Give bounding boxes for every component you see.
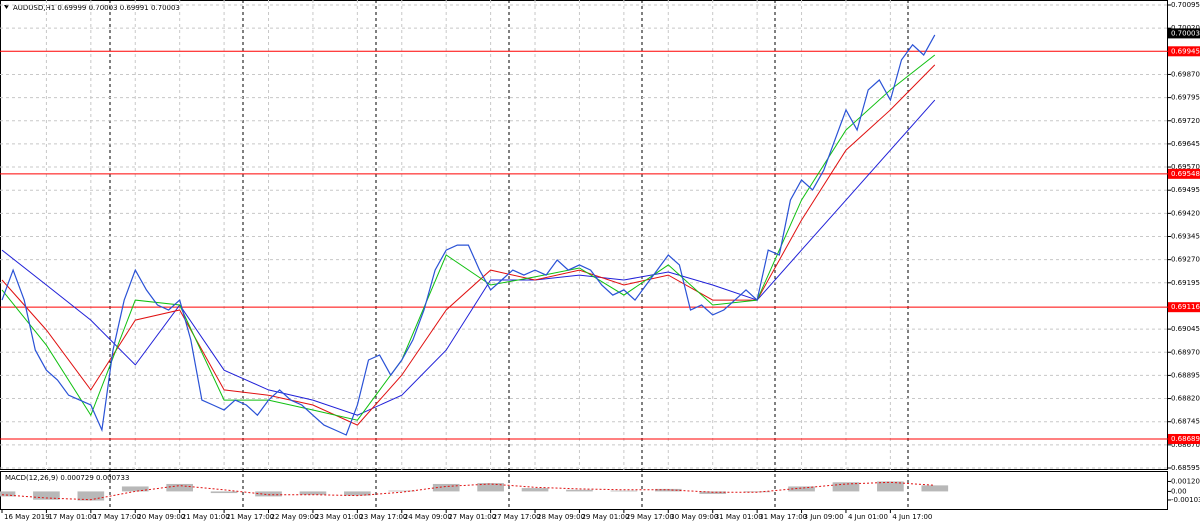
macd-bar [477, 483, 504, 492]
x-tick-label: 3 Jun 09:00 [804, 513, 844, 521]
y-tick-label: 0.69870 [1171, 70, 1200, 78]
level-label-box [1168, 433, 1200, 444]
x-tick-label: 23 May 01:00 [315, 513, 363, 521]
y-tick-label: 0.68670 [1171, 441, 1200, 449]
y-tick-label: 0.69495 [1171, 186, 1200, 194]
level-label: 0.68689 [1171, 435, 1200, 443]
macd-bar [255, 491, 282, 497]
level-label: 0.69945 [1171, 47, 1200, 55]
x-tick-label: 16 May 2019 [4, 513, 50, 521]
y-tick-label: 0.68820 [1171, 395, 1200, 403]
main-window-frame [0, 0, 1168, 470]
x-tick-label: 23 May 17:00 [359, 513, 407, 521]
y-tick-label: 0.69570 [1171, 163, 1200, 171]
moving-average [1, 54, 936, 421]
macd-bar [0, 491, 16, 497]
x-tick-label: 21 May 17:00 [226, 513, 274, 521]
macd-bar [921, 485, 949, 492]
x-tick-label: 21 May 01:00 [182, 513, 230, 521]
macd-bar [166, 483, 194, 492]
menu-arrow[interactable] [4, 5, 9, 9]
level-label-box [1168, 168, 1200, 179]
macd-bar [566, 489, 593, 492]
macd-bar [210, 491, 238, 494]
macd-bar [877, 481, 904, 492]
macd-bar [299, 491, 327, 495]
y-tick-label: 0.69345 [1171, 233, 1200, 241]
x-tick-label: 31 May 17:00 [759, 513, 807, 521]
x-tick-label: 29 May 17:00 [626, 513, 674, 521]
y-tick-label: 0.69720 [1171, 117, 1200, 125]
macd-bar [832, 482, 860, 492]
x-tick-label: 31 May 01:00 [715, 513, 763, 521]
x-tick-label: 17 May 01:00 [48, 513, 96, 521]
x-tick-label: 27 May 01:00 [448, 513, 496, 521]
y-tick-label: 0.70095 [1171, 1, 1200, 9]
macd-bar [344, 491, 371, 496]
level-label-box [1168, 302, 1200, 313]
y-tick-label: 0.69795 [1171, 94, 1200, 102]
y-tick-label: 0.69045 [1171, 325, 1200, 333]
macd-bar [388, 490, 416, 492]
macd-bar [432, 483, 460, 492]
x-tick-label: 27 May 17:00 [493, 513, 541, 521]
x-tick-label: 29 May 01:00 [581, 513, 629, 521]
y-tick-label: 0.68895 [1171, 371, 1200, 379]
y-tick-label: 0.68595 [1171, 464, 1200, 472]
last-price-label: 0.70003 [1171, 29, 1200, 37]
x-tick-label: 24 May 09:00 [404, 513, 452, 521]
level-label: 0.69548 [1171, 170, 1200, 178]
y-tick-label: 0.69195 [1171, 279, 1200, 287]
moving-average [1, 99, 936, 416]
x-tick-label: 30 May 09:00 [670, 513, 718, 521]
x-tick-label: 4 Jun 01:00 [848, 513, 888, 521]
y-tick-label: 0.69645 [1171, 140, 1200, 148]
period-separators [109, 0, 909, 510]
y-tick-label: 0.69270 [1171, 256, 1200, 264]
macd-window-frame [0, 471, 1168, 510]
last-price-box [1168, 28, 1200, 39]
macd-bar [33, 491, 60, 500]
chart-title: AUDUSD,H1 0.69999 0.70003 0.69991 0.7000… [13, 4, 180, 12]
macd-y-tick-label: 0.00 [1171, 487, 1187, 495]
macd-y-tick-label: 0.001202 [1171, 477, 1200, 485]
macd-y-tick-label: -0.001032 [1171, 496, 1200, 504]
price-line [1, 34, 936, 436]
macd-bar [77, 491, 105, 501]
x-tick-label: 4 Jun 17:00 [892, 513, 932, 521]
macd-signal [1, 481, 935, 501]
x-tick-label: 28 May 09:00 [537, 513, 585, 521]
macd-bar [610, 490, 638, 492]
macd-bar [788, 486, 815, 492]
x-tick-label: 17 May 17:00 [93, 513, 141, 521]
macd-bar [121, 486, 149, 492]
macd-title: MACD(12,26,9) 0.000729 0.000733 [5, 474, 129, 482]
moving-average [1, 64, 936, 426]
x-tick-label: 20 May 09:00 [137, 513, 185, 521]
y-tick-label: 0.68970 [1171, 348, 1200, 356]
level-label-box [1168, 46, 1200, 57]
y-tick-label: 0.69420 [1171, 209, 1200, 217]
x-tick-label: 22 May 09:00 [271, 513, 319, 521]
y-tick-label: 0.70020 [1171, 24, 1200, 32]
level-label: 0.69116 [1171, 303, 1200, 311]
y-tick-label: 0.68745 [1171, 418, 1200, 426]
macd-bar [521, 488, 549, 492]
